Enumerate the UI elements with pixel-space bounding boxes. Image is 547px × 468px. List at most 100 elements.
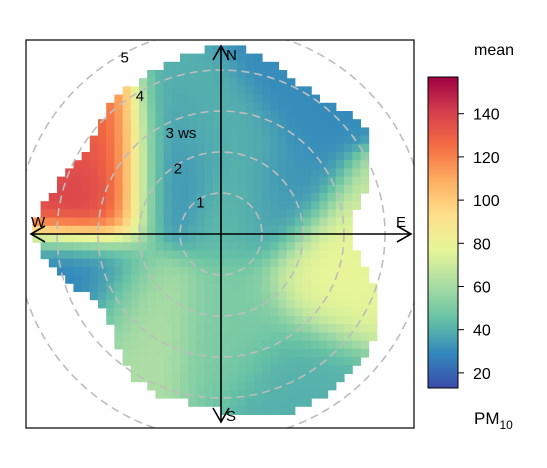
heatmap-cell: [319, 127, 329, 137]
heatmap-cell: [212, 283, 222, 292]
heatmap-cell: [171, 357, 181, 366]
heatmap-cell: [106, 143, 115, 153]
heatmap-cell: [327, 168, 337, 178]
heatmap-cell: [221, 381, 230, 391]
heatmap-cell: [57, 225, 66, 235]
heatmap-cell: [122, 291, 132, 301]
heatmap-cell: [237, 389, 247, 399]
heatmap-cell: [294, 168, 304, 178]
heatmap-cell: [98, 201, 107, 210]
heatmap-cell: [278, 406, 288, 415]
heatmap-cell: [114, 291, 124, 301]
heatmap-cell: [335, 225, 345, 235]
heatmap-cell: [262, 283, 271, 292]
heatmap-cell: [130, 127, 140, 137]
heatmap-cell: [253, 135, 263, 145]
heatmap-cell: [327, 299, 337, 309]
heatmap-cell: [32, 234, 42, 243]
heatmap-cell: [319, 217, 329, 227]
heatmap-cell: [147, 70, 156, 79]
heatmap-cell: [122, 152, 132, 161]
heatmap-cell: [106, 135, 115, 145]
heatmap-cell: [81, 258, 91, 268]
heatmap-cell: [155, 217, 165, 227]
heatmap-cell: [311, 152, 320, 161]
heatmap-cell: [114, 184, 124, 194]
heatmap-cell: [188, 201, 197, 210]
heatmap-cell: [163, 209, 173, 219]
heatmap-cell: [229, 348, 238, 358]
heatmap-cell: [163, 242, 173, 251]
heatmap-cell: [286, 184, 296, 194]
heatmap-cell: [204, 45, 214, 55]
heatmap-cell: [262, 332, 271, 342]
heatmap-cell: [106, 217, 115, 227]
heatmap-cell: [98, 217, 107, 227]
heatmap-cell: [204, 332, 214, 342]
heatmap-cell: [180, 373, 189, 383]
heatmap-cell: [180, 324, 189, 333]
heatmap-cell: [188, 160, 197, 169]
heatmap-cell: [171, 332, 181, 342]
heatmap-cell: [171, 168, 181, 178]
heatmap-cell: [262, 398, 271, 407]
heatmap-cell: [139, 275, 148, 284]
heatmap-cell: [245, 53, 255, 63]
heatmap-cell: [139, 291, 148, 301]
heatmap-cell: [98, 168, 107, 178]
heatmap-cell: [204, 324, 214, 333]
heatmap-cell: [262, 381, 271, 391]
heatmap-cell: [188, 266, 197, 276]
heatmap-cell: [147, 160, 156, 169]
heatmap-cell: [319, 266, 329, 276]
heatmap-cell: [253, 209, 263, 219]
heatmap-cell: [319, 324, 329, 333]
heatmap-cell: [294, 217, 304, 227]
heatmap-cell: [253, 119, 263, 128]
heatmap-cell: [311, 119, 320, 128]
heatmap-cell: [155, 102, 165, 112]
heatmap-cell: [73, 225, 83, 235]
heatmap-cell: [311, 127, 320, 137]
heatmap-cell: [344, 193, 353, 202]
heatmap-cell: [122, 193, 132, 202]
heatmap-cell: [319, 389, 329, 399]
heatmap-cell: [311, 225, 320, 235]
heatmap-cell: [311, 209, 320, 219]
heatmap-cell: [212, 324, 222, 333]
heatmap-cell: [212, 193, 222, 202]
heatmap-cell: [319, 291, 329, 301]
heatmap-cell: [221, 283, 230, 292]
heatmap-cell: [221, 86, 230, 96]
heatmap-cell: [352, 266, 361, 276]
heatmap-cell: [147, 348, 156, 358]
heatmap-cell: [237, 406, 247, 415]
heatmap-cell: [114, 340, 124, 350]
heatmap-cell: [262, 324, 271, 333]
wind-speed-ring-label: 4: [136, 88, 144, 105]
heatmap-cell: [171, 70, 181, 79]
heatmap-cell: [286, 324, 296, 333]
heatmap-cell: [237, 184, 247, 194]
heatmap-cell: [65, 217, 74, 227]
heatmap-cell: [278, 381, 288, 391]
heatmap-cell: [327, 373, 337, 383]
heatmap-cell: [311, 234, 320, 243]
heatmap-cell: [81, 242, 91, 251]
heatmap-cell: [57, 266, 66, 276]
heatmap-cell: [229, 78, 238, 87]
heatmap-cell: [286, 152, 296, 161]
heatmap-cell: [163, 111, 173, 120]
heatmap-cell: [130, 258, 140, 268]
heatmap-cell: [106, 250, 115, 260]
heatmap-cell: [81, 266, 91, 276]
heatmap-cell: [237, 250, 247, 260]
heatmap-cell: [237, 398, 247, 407]
heatmap-cell: [253, 258, 263, 268]
heatmap-cell: [130, 348, 140, 358]
heatmap-cell: [130, 102, 140, 112]
heatmap-cell: [196, 398, 206, 407]
heatmap-cell: [327, 193, 337, 202]
heatmap-cell: [294, 365, 304, 374]
heatmap-cell: [335, 143, 345, 153]
